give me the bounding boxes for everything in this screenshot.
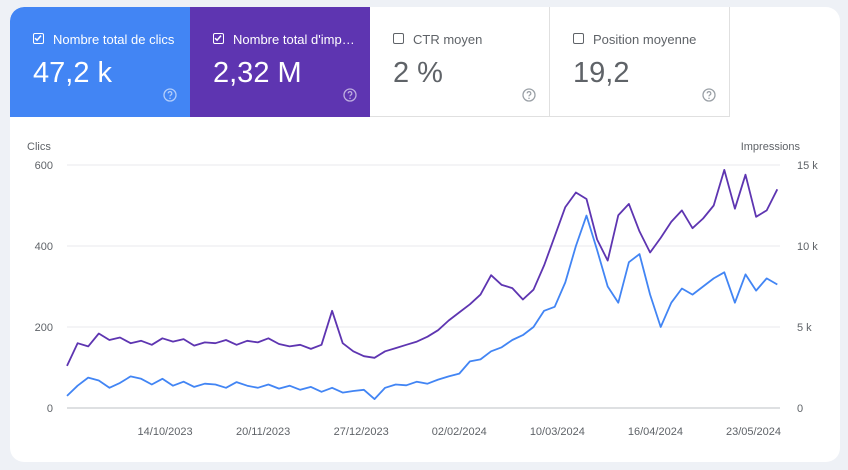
x-tick-label: 10/03/2024 xyxy=(530,426,585,438)
right-tick-label: 5 k xyxy=(797,322,812,334)
x-tick-label: 16/04/2024 xyxy=(628,426,683,438)
x-tick-label: 20/11/2023 xyxy=(236,426,290,438)
right-axis-title: Impressions xyxy=(741,141,801,153)
left-tick-label: 400 xyxy=(35,241,53,253)
right-tick-label: 0 xyxy=(797,403,803,415)
left-tick-label: 0 xyxy=(47,403,53,415)
impressions-series-line[interactable] xyxy=(66,169,779,367)
performance-card: Nombre total de clics 47,2 k Nombre tota… xyxy=(10,7,840,462)
checkbox-unchecked-icon[interactable] xyxy=(573,33,584,44)
metric-tile-ctr[interactable]: CTR moyen 2 % xyxy=(370,7,550,117)
metric-tile-impressions[interactable]: Nombre total d'impressions 2,32 M xyxy=(190,7,370,117)
help-icon[interactable] xyxy=(522,88,536,102)
x-tick-label: 23/05/2024 xyxy=(726,426,781,438)
right-tick-label: 15 k xyxy=(797,160,818,172)
x-tick-label: 14/10/2023 xyxy=(138,426,193,438)
metric-tile-clicks[interactable]: Nombre total de clics 47,2 k xyxy=(10,7,190,117)
right-tick-label: 10 k xyxy=(797,241,818,253)
metric-value-clicks: 47,2 k xyxy=(33,57,112,89)
help-icon[interactable] xyxy=(702,88,716,102)
left-axis-title: Clics xyxy=(27,141,51,153)
checkbox-unchecked-icon[interactable] xyxy=(393,33,404,44)
left-tick-label: 200 xyxy=(35,322,53,334)
help-icon[interactable] xyxy=(343,88,357,102)
x-tick-label: 27/12/2023 xyxy=(334,426,389,438)
metric-value-ctr: 2 % xyxy=(393,57,443,89)
checkbox-checked-icon[interactable] xyxy=(213,33,224,44)
metric-value-impressions: 2,32 M xyxy=(213,57,302,89)
metric-tile-position[interactable]: Position moyenne 19,2 xyxy=(550,7,730,117)
help-icon[interactable] xyxy=(163,88,177,102)
x-tick-label: 02/02/2024 xyxy=(432,426,487,438)
metric-value-position: 19,2 xyxy=(573,57,630,89)
left-tick-label: 600 xyxy=(35,160,53,172)
performance-chart[interactable]: Clics Impressions 0 0 200 5 k 400 10 k 600 15 k… xyxy=(10,7,840,462)
clicks-series-line[interactable] xyxy=(66,214,778,400)
checkbox-checked-icon[interactable] xyxy=(33,33,44,44)
